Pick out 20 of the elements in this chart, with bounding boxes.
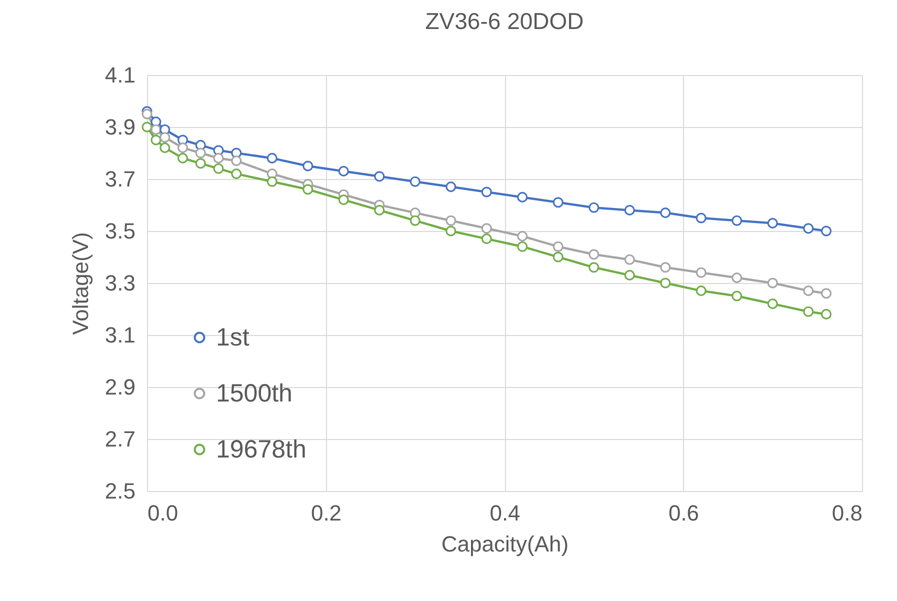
x-tick-label: 0.6 xyxy=(668,500,700,526)
x-tick-label: 0.8 xyxy=(832,500,862,526)
legend-label: 1500th xyxy=(216,380,292,408)
y-tick-label: 4.1 xyxy=(104,62,136,88)
y-tick-label: 3.1 xyxy=(104,322,136,348)
legend-label: 19678th xyxy=(216,436,306,464)
y-tick-label: 3.9 xyxy=(104,114,136,140)
y-tick-label: 2.5 xyxy=(104,478,136,504)
y-axis-title: Voltage(V) xyxy=(68,232,93,335)
y-tick-label: 3.7 xyxy=(104,166,136,192)
y-tick-label: 3.5 xyxy=(104,218,136,244)
x-tick-label: 0.0 xyxy=(148,500,178,526)
x-tick-label: 0.4 xyxy=(490,500,520,526)
x-tick-label: 0.2 xyxy=(310,500,342,526)
x-axis-title: Capacity(Ah) xyxy=(441,532,569,556)
y-tick-label: 3.3 xyxy=(104,270,136,296)
y-tick-label: 2.7 xyxy=(104,426,136,452)
y-tick-label: 2.9 xyxy=(104,374,136,400)
chart-title: ZV36-6 20DOD xyxy=(425,8,584,34)
legend-label: 1st xyxy=(216,324,250,352)
